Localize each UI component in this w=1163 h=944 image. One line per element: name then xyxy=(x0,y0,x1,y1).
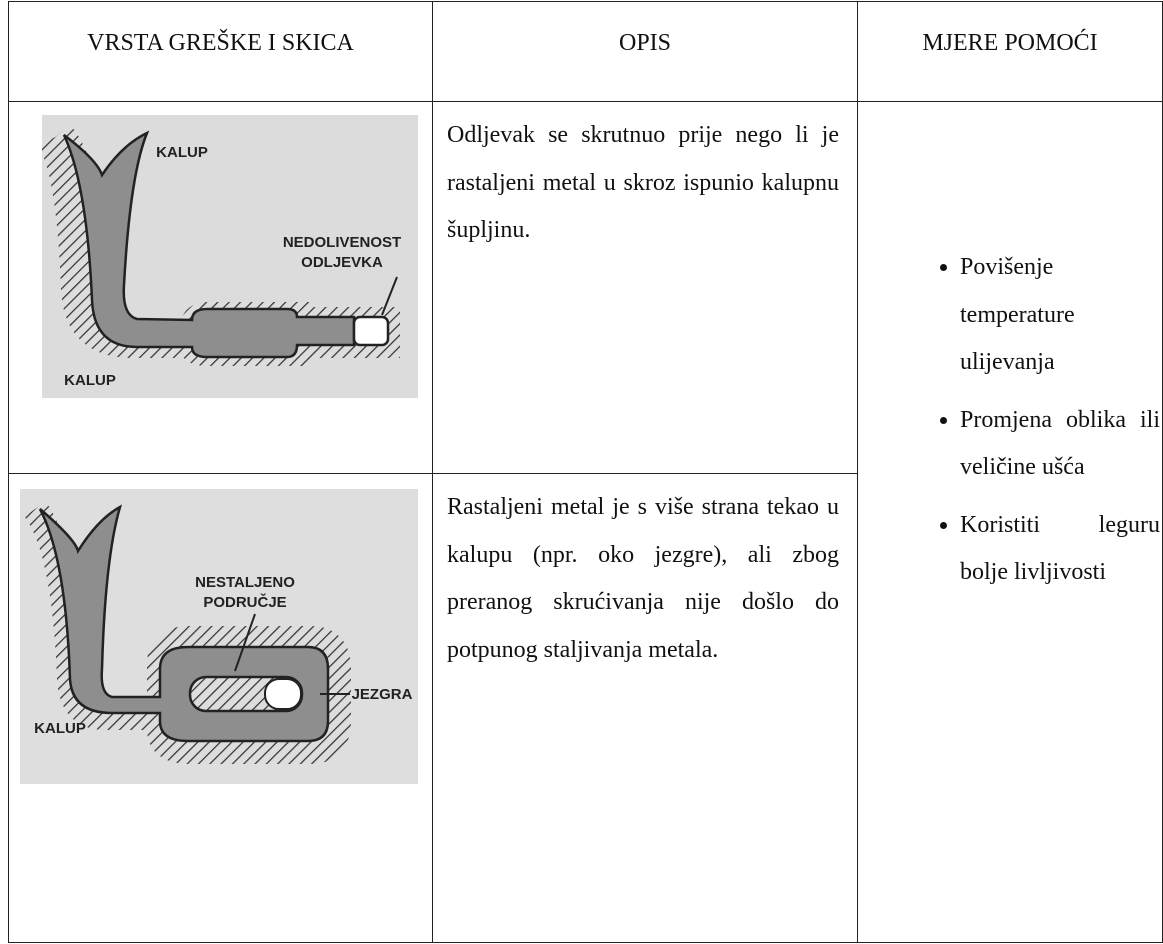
description: Rastaljeni metal je s više strana tekao … xyxy=(432,473,858,943)
sketch-label: ODLJEVKA xyxy=(301,254,383,271)
sketch-label: JEZGRA xyxy=(352,686,413,703)
sketch-label: NEDOLIVENOST xyxy=(283,234,401,251)
remedy: Koristiti leguru bolje livljivosti xyxy=(960,502,1160,597)
sketch-cell: NESTALJENO PODRUČJE JEZGRA KALUP xyxy=(8,473,433,943)
sketch-label: NESTALJENO xyxy=(195,574,295,591)
remedy: Promjena oblika ili veličine ušća xyxy=(960,397,1160,492)
sketch-label: KALUP xyxy=(64,372,116,389)
sketch: NESTALJENO PODRUČJE JEZGRA KALUP xyxy=(20,489,418,784)
sketch-cell: KALUP NEDOLIVENOST ODLJEVKA KALUP xyxy=(8,101,433,474)
header-cell: MJERE POMOĆI xyxy=(857,1,1163,102)
remedies-cell: Povišenje temperature ulijevanja Promjen… xyxy=(857,101,1163,943)
remedies-list: Povišenje temperature ulijevanja Promjen… xyxy=(858,244,1162,597)
sketch-label: KALUP xyxy=(156,144,208,161)
sketch-label: PODRUČJE xyxy=(203,593,286,611)
description: Odljevak se skrutnuo prije nego li je ra… xyxy=(432,101,858,474)
remedy: Povišenje temperature ulijevanja xyxy=(960,244,1160,387)
defect-table: VRSTA GREŠKE I SKICA OPIS MJERE POMOĆI K… xyxy=(8,1,1163,943)
header-cell: OPIS xyxy=(432,1,858,102)
sketch: KALUP NEDOLIVENOST ODLJEVKA KALUP xyxy=(42,115,418,398)
header-cell: VRSTA GREŠKE I SKICA xyxy=(8,1,433,102)
sketch-label: KALUP xyxy=(34,720,86,737)
